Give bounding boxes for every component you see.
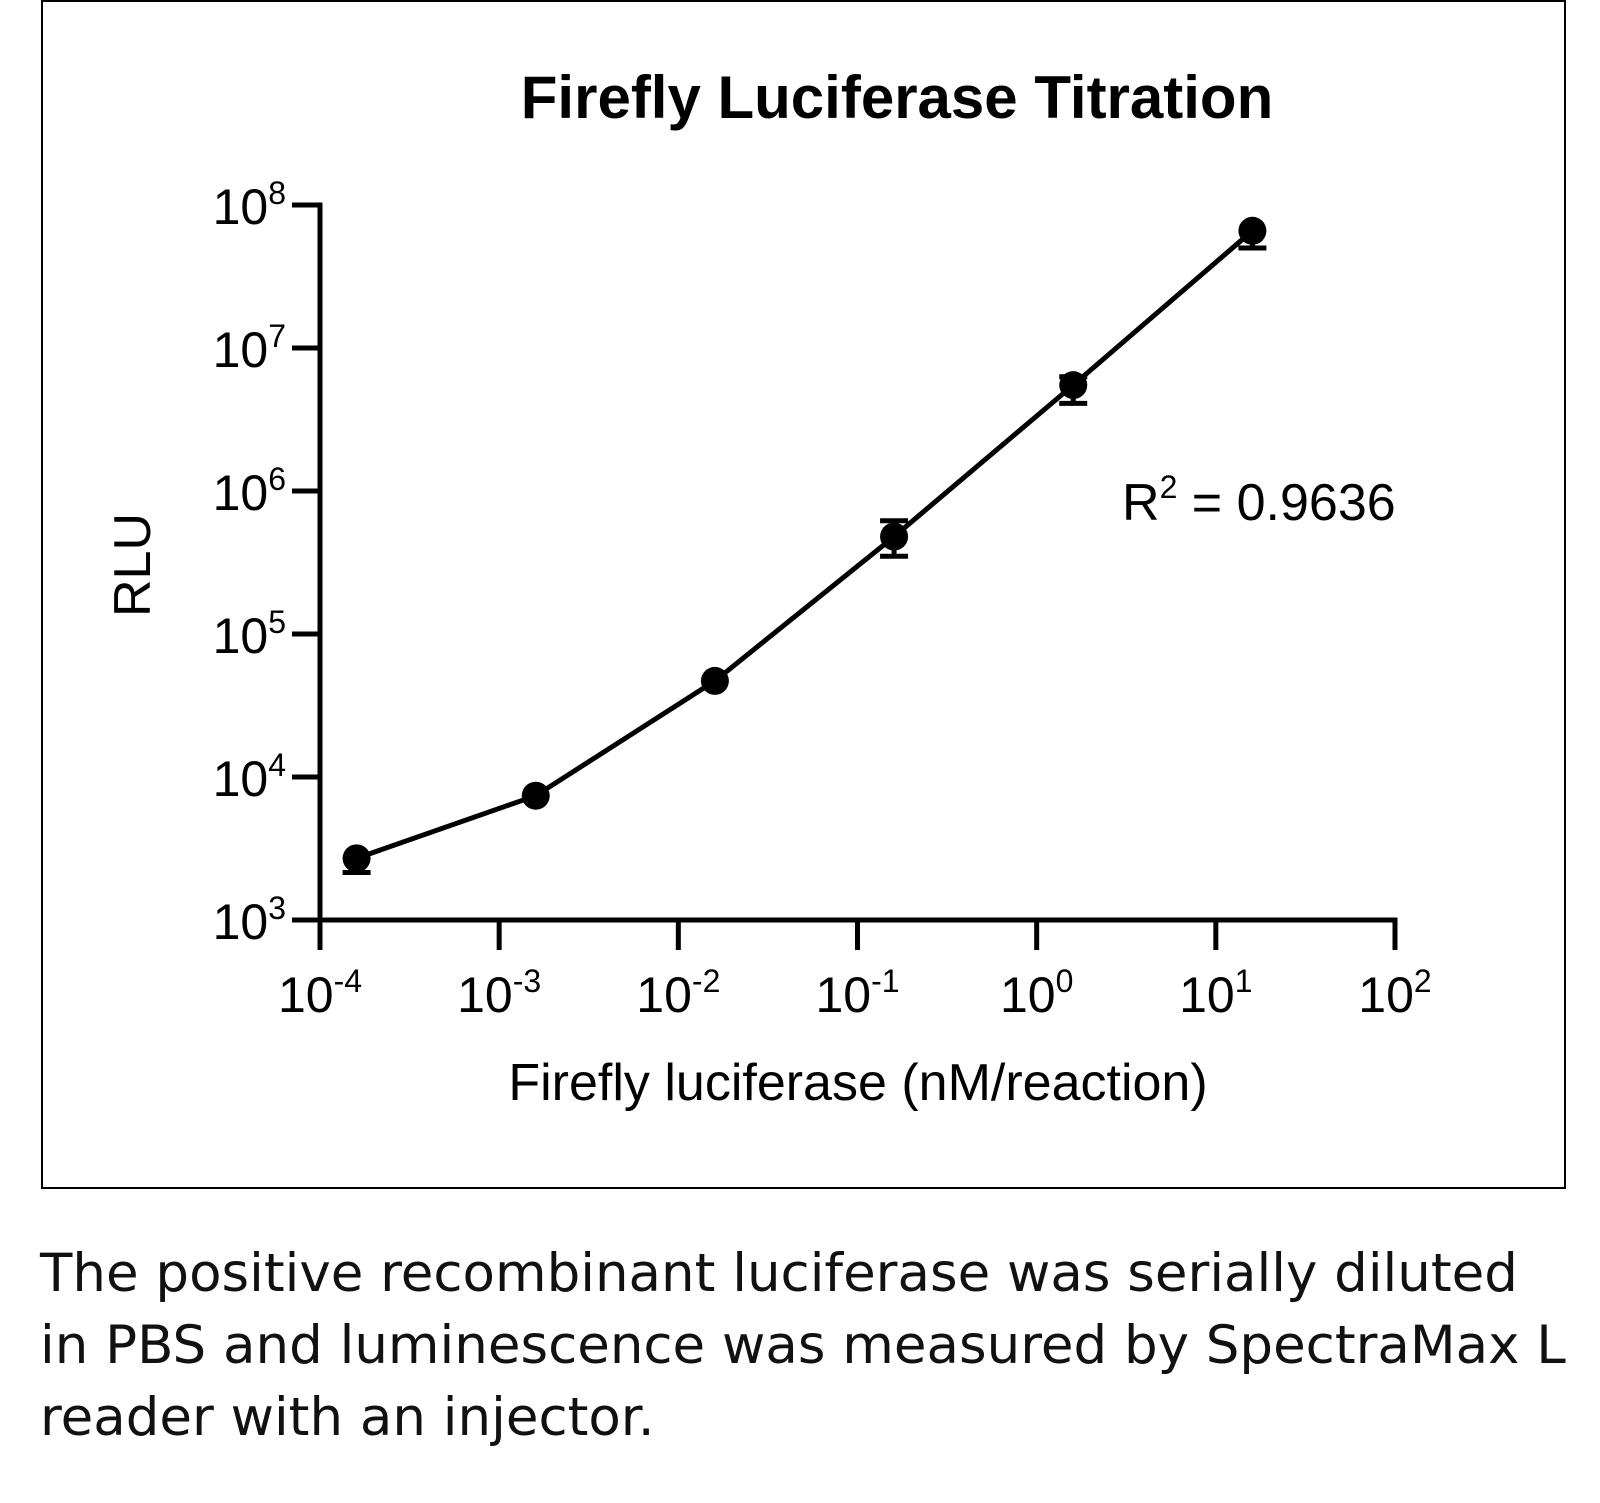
data-point — [1238, 216, 1267, 245]
x-tick-label: 101 — [1179, 963, 1252, 1023]
data-point — [880, 522, 909, 551]
series-path — [355, 228, 1255, 861]
chart-title: Firefly Luciferase Titration — [521, 64, 1273, 131]
x-tick-label: 10-1 — [815, 963, 899, 1023]
chart-svg: Firefly Luciferase Titration 10810710610… — [104, 64, 1432, 1112]
x-tick-label: 10-2 — [636, 963, 720, 1023]
x-axis-label: Firefly luciferase (nM/reaction) — [508, 1054, 1207, 1112]
y-tick-label: 105 — [213, 604, 286, 664]
y-tick-label: 106 — [213, 461, 286, 521]
data-point — [700, 666, 729, 695]
y-axis-label: RLU — [104, 513, 162, 617]
series-line — [342, 216, 1267, 875]
data-point — [521, 781, 550, 810]
data-point — [1059, 371, 1088, 400]
data-point — [342, 844, 371, 873]
axes: 108 107 106 105 104 103 10-4 10-3 10-2 10-1 100 101… — [213, 175, 1432, 1023]
y-tick-label: 107 — [213, 318, 286, 378]
r-squared-rest: = 0.9636 — [1177, 474, 1395, 532]
chart-frame — [41, 0, 1566, 1189]
x-tick-label: 100 — [1000, 963, 1073, 1023]
figure-caption: The positive recombinant luciferase was … — [40, 1243, 1566, 1448]
y-tick-label: 104 — [213, 747, 286, 807]
y-tick-label: 108 — [213, 175, 286, 235]
x-tick-label: 10-4 — [278, 963, 362, 1023]
y-tick-label: 103 — [213, 890, 286, 950]
x-tick-label: 102 — [1358, 963, 1431, 1023]
x-tick-label: 10-3 — [457, 963, 541, 1023]
r-squared-main: R — [1122, 474, 1160, 532]
r-squared-sup: 2 — [1160, 469, 1178, 505]
r-squared-annotation: R2 = 0.9636 — [1122, 469, 1396, 532]
